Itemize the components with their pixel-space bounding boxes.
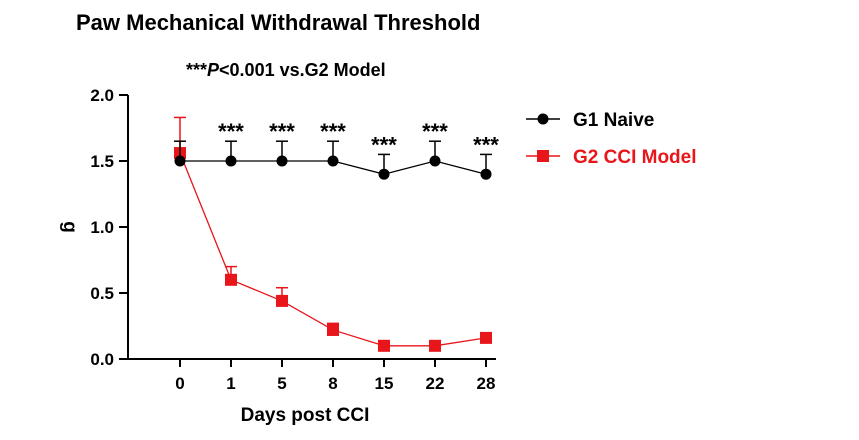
data-point — [480, 168, 492, 180]
data-point — [378, 168, 390, 180]
data-point — [276, 155, 288, 167]
axes: 0.00.51.01.52.00 1 5 8 15 22 28 — [90, 86, 496, 393]
data-point — [174, 155, 186, 167]
x-axis-label: Days post CCI — [241, 405, 370, 426]
subtitle-stars: *** — [186, 60, 207, 80]
data-point — [429, 339, 441, 352]
data-point — [378, 339, 390, 352]
data-point — [225, 273, 237, 286]
significance-label: *** — [473, 132, 499, 157]
legend: G1 Naive G2 CCI Model — [526, 110, 697, 168]
data-point — [480, 331, 492, 344]
x-tick-label: 22 — [426, 374, 445, 393]
plot-area: *** *** *** *** *** *** — [174, 116, 499, 352]
significance-label: *** — [371, 132, 397, 157]
chart-subtitle: ***P<0.001 vs.G2 Model — [186, 60, 386, 80]
data-point — [225, 155, 237, 167]
significance-label: *** — [422, 119, 448, 144]
x-tick-label: 5 — [277, 374, 286, 393]
series-line — [179, 152, 487, 347]
y-tick-label: 0.5 — [90, 284, 114, 303]
data-point — [429, 155, 441, 167]
legend-label: G2 CCI Model — [573, 147, 697, 168]
y-tick-label: 1.5 — [90, 152, 114, 171]
data-point — [276, 294, 288, 307]
legend-marker — [537, 150, 549, 162]
x-tick-label: 28 — [477, 374, 496, 393]
data-point — [327, 323, 339, 336]
chart-title: Paw Mechanical Withdrawal Threshold — [76, 10, 480, 35]
significance-label: *** — [320, 119, 346, 144]
legend-marker — [537, 113, 549, 125]
subtitle-comparison: <0.001 vs.G2 Model — [219, 60, 386, 80]
x-tick-label: 15 — [375, 374, 394, 393]
y-tick-label: 0.0 — [90, 350, 114, 369]
subtitle-p-symbol: P — [207, 60, 220, 80]
x-tick-label: 1 — [226, 374, 235, 393]
y-tick-label: 1.0 — [90, 218, 114, 237]
x-tick-label: 8 — [328, 374, 337, 393]
significance-label: *** — [218, 119, 244, 144]
significance-label: *** — [269, 119, 295, 144]
series-0 — [174, 140, 492, 180]
data-point — [327, 155, 339, 167]
legend-label: G1 Naive — [573, 110, 654, 131]
x-tick-label: 0 — [175, 374, 184, 393]
y-axis-label: g — [59, 221, 80, 233]
y-tick-label: 2.0 — [90, 86, 114, 105]
